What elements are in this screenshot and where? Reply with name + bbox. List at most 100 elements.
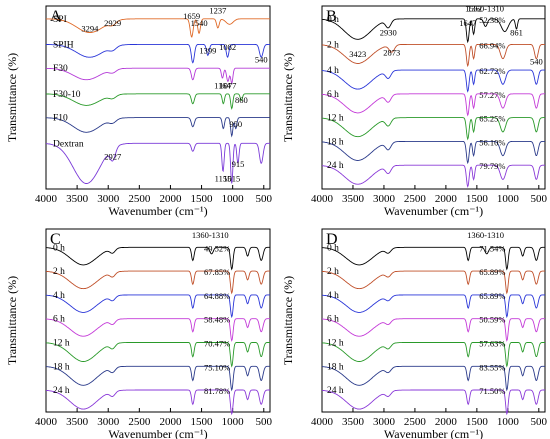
x-tick-label: 1000 [222, 193, 245, 205]
y-axis-label: Transmittance (%) [281, 53, 295, 142]
spectrum-18-h [322, 365, 545, 392]
panel-D: 4000 3500 3000 2500 2000 1500 1000 500 Wavenumbe… [281, 228, 548, 439]
x-tick-label: 3500 [66, 193, 89, 205]
spectrum-f30 [46, 67, 270, 85]
spectrum-spi [46, 18, 270, 38]
x-tick-label: 2000 [159, 416, 182, 428]
trace-label: 12 h [327, 338, 344, 348]
trace-label: SPI [53, 15, 67, 25]
ratio-label: 58.48% [204, 315, 230, 325]
peak-label: 1155 [215, 174, 232, 184]
x-tick-label: 500 [531, 416, 548, 428]
x-tick-label: 4000 [35, 193, 58, 205]
x-tick-label: 4000 [35, 416, 58, 428]
panel-B: 4000 3500 3000 2500 2000 1500 1000 500 Wavenumbe… [281, 3, 548, 218]
trace-label: F30 [53, 64, 68, 74]
spectrum-0-h [321, 18, 545, 44]
x-tick-label: 500 [256, 193, 273, 205]
plot-frame [321, 5, 546, 190]
trace-label: SPIH [53, 40, 74, 50]
panel-A: 4000 3500 3000 2500 2000 1500 1000 500 Wavenumbe… [5, 5, 273, 218]
peak-label: 950 [229, 119, 242, 129]
peak-label: 1360-1310 [467, 230, 504, 240]
spectrum-12-h [322, 342, 545, 368]
x-axis-label: Wavenumber (cm⁻¹) [108, 204, 207, 218]
x-tick-label: 500 [256, 416, 273, 428]
x-tick-label: 3500 [342, 193, 365, 205]
panel-letter: A [50, 8, 62, 25]
plot-frame [321, 228, 546, 413]
x-tick-label: 3000 [373, 416, 396, 428]
trace-label: 4 h [327, 66, 339, 76]
spectrum-4-h [321, 69, 545, 93]
trace-label: F30-10 [53, 90, 81, 100]
plot-frame [45, 5, 271, 190]
panel-letter: C [50, 231, 61, 248]
trace-label: 2 h [327, 40, 339, 50]
peak-label: 1082 [219, 42, 236, 52]
x-tick-label: 500 [531, 193, 548, 205]
peak-label: 1015 [223, 174, 240, 184]
y-axis-label: Transmittance (%) [5, 53, 19, 142]
trace-label: 12 h [327, 114, 344, 124]
spectrum-6-h [321, 93, 545, 117]
x-tick-label: 2000 [159, 193, 182, 205]
peak-label: 540 [255, 55, 268, 65]
trace-label: 24 h [327, 161, 344, 171]
spectrum-12-h [321, 117, 545, 141]
ratio-label: 56.10% [479, 137, 505, 147]
peak-label: 3294 [81, 24, 99, 34]
spectrum-4-h [46, 294, 270, 319]
x-axis-label: Wavenumber (cm⁻¹) [384, 204, 483, 218]
peak-label: 2873 [383, 47, 400, 57]
peak-label: 861 [510, 27, 523, 37]
panel-C: 4000 3500 3000 2500 2000 1500 1000 500 Wavenumbe… [5, 228, 273, 439]
y-axis-label: Transmittance (%) [5, 276, 19, 365]
x-tick-label: 1500 [466, 193, 489, 205]
peak-label: 1399 [199, 46, 216, 56]
x-tick-label: 2500 [128, 416, 151, 428]
peak-label: 1164 [214, 80, 231, 90]
spectrum-2-h [322, 270, 545, 295]
x-tick-label: 1000 [497, 193, 520, 205]
panel-letter: B [326, 8, 337, 25]
spectrum-0-h [321, 246, 545, 271]
trace-label: 18 h [327, 137, 344, 147]
trace-label: 4 h [53, 291, 65, 301]
x-tick-label: 1500 [191, 416, 214, 428]
peak-label: 1647 [459, 18, 476, 28]
ratio-label: 57.63% [479, 338, 505, 348]
spectrum-6-h [46, 318, 270, 342]
spectrum-6-h [322, 318, 545, 342]
spectrum-12-h [46, 342, 270, 368]
peak-label: 3423 [349, 49, 366, 59]
trace-label: 6 h [327, 315, 339, 325]
x-tick-label: 3500 [342, 416, 365, 428]
peak-label: 1540 [191, 18, 208, 28]
spectrum-2-h [321, 43, 545, 68]
x-tick-label: 3000 [373, 193, 396, 205]
spectrum-2-h [46, 270, 270, 295]
ratio-label: 83.55% [479, 362, 505, 372]
trace-label: 24 h [53, 386, 70, 396]
panel-letter: D [326, 231, 338, 248]
plot-frame [45, 228, 271, 413]
ratio-label: 49.52% [204, 243, 230, 253]
y-axis-label: Transmittance (%) [281, 276, 295, 365]
trace-label: Dextran [53, 139, 84, 149]
x-axis-label: Wavenumber (cm⁻¹) [108, 427, 207, 439]
peak-label: 1360-1310 [192, 230, 229, 240]
ratio-label: 81.78% [204, 386, 230, 396]
peak-label: 1077 [219, 80, 236, 90]
trace-label: 0 h [327, 15, 339, 25]
peak-label: 1360-1310 [467, 3, 504, 13]
spectrum-4-h [322, 294, 545, 319]
peak-label: 1659 [183, 11, 200, 21]
x-tick-label: 4000 [311, 193, 334, 205]
trace-label: 6 h [53, 315, 65, 325]
x-tick-label: 1000 [222, 416, 245, 428]
trace-label: 6 h [327, 90, 339, 100]
peak-label: 1552 [465, 3, 482, 13]
spectrum-f30-10 [45, 93, 270, 110]
